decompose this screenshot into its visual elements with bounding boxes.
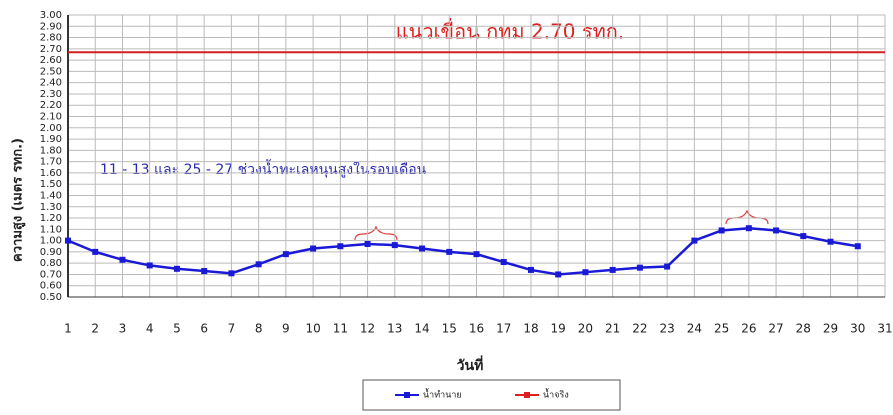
y-tick-label: 2.60 [40,55,62,66]
legend-swatch [524,392,530,398]
y-tick-label: 0.70 [40,269,62,280]
x-tick-label: 24 [687,322,702,336]
y-tick-label: 0.50 [40,292,62,303]
marker [146,262,153,269]
x-tick-label: 29 [823,322,838,336]
y-tick-label: 2.30 [40,89,62,100]
marker [391,242,398,249]
marker [419,245,426,252]
marker [500,259,507,266]
x-tick-label: 15 [442,322,457,336]
y-tick-label: 2.00 [40,123,62,134]
x-tick-label: 9 [282,322,290,336]
marker [718,227,725,234]
x-tick-label: 2 [91,322,99,336]
legend-swatch [404,392,410,398]
marker [446,248,453,255]
x-tick-label: 14 [414,322,429,336]
chart-title: แนวเขื่อน กทม 2.70 รทก. [396,18,624,44]
marker [337,243,344,250]
x-tick-label: 27 [768,322,783,336]
legend-label: น้ำทำนาย [423,388,462,401]
x-tick-label: 4 [146,322,154,336]
x-tick-label: 12 [360,322,375,336]
x-tick-label: 3 [119,322,127,336]
x-tick-label: 18 [523,322,538,336]
marker [364,240,371,247]
marker [827,238,834,245]
y-tick-label: 1.10 [40,224,62,235]
x-tick-label: 22 [632,322,647,336]
y-tick-label: 1.80 [40,145,62,156]
brace [354,225,398,241]
y-tick-label: 1.00 [40,236,62,247]
x-tick-label: 25 [714,322,729,336]
y-axis-label: ความสูง (เมตร รทก.) [11,138,26,262]
marker [92,248,99,255]
marker [745,225,752,232]
marker [473,251,480,258]
y-tick-label: 0.60 [40,281,62,292]
y-tick-label: 1.90 [40,134,62,145]
marker [228,270,235,277]
marker [636,264,643,271]
y-tick-label: 2.50 [40,66,62,77]
y-tick-label: 2.70 [40,44,62,55]
y-tick-label: 0.80 [40,258,62,269]
marker [691,237,698,244]
y-tick-label: 2.80 [40,33,62,44]
x-tick-label: 7 [228,322,236,336]
marker [527,266,534,273]
x-tick-label: 16 [469,322,484,336]
y-tick-label: 1.40 [40,190,62,201]
x-tick-label: 5 [173,322,181,336]
y-tick-label: 0.90 [40,247,62,258]
x-tick-label: 28 [796,322,811,336]
marker [582,269,589,276]
y-tick-label: 2.20 [40,100,62,111]
x-tick-label: 30 [850,322,865,336]
x-tick-label: 1 [64,322,72,336]
y-tick-label: 1.70 [40,157,62,168]
x-tick-label: 6 [200,322,208,336]
y-tick-label: 3.00 [40,10,62,21]
marker [310,245,317,252]
x-tick-label: 11 [333,322,348,336]
y-tick-label: 1.60 [40,168,62,179]
marker [255,261,262,268]
marker [282,251,289,258]
brace [725,209,769,225]
x-tick-label: 23 [659,322,674,336]
y-tick-label: 2.90 [40,21,62,32]
y-tick-label: 1.20 [40,213,62,224]
marker [854,243,861,250]
marker [800,233,807,240]
x-tick-label: 13 [387,322,402,336]
y-tick-label: 1.50 [40,179,62,190]
y-tick-label: 1.30 [40,202,62,213]
marker [119,256,126,263]
x-tick-label: 19 [551,322,566,336]
y-tick-label: 2.10 [40,112,62,123]
x-axis-label: วันที่ [457,355,484,374]
x-tick-label: 8 [255,322,263,336]
marker [173,265,180,272]
marker [65,237,71,244]
x-tick-label: 10 [305,322,320,336]
legend-label: น้ำจริง [543,388,569,401]
series-line [67,226,858,276]
x-tick-label: 26 [741,322,756,336]
marker [201,268,208,275]
x-tick-label: 21 [605,322,620,336]
marker [555,271,562,278]
marker [664,263,671,270]
x-tick-label: 20 [578,322,593,336]
x-tick-label: 31 [877,322,892,336]
y-tick-label: 2.40 [40,78,62,89]
x-tick-label: 17 [496,322,511,336]
marker [773,227,780,234]
marker [609,266,616,273]
